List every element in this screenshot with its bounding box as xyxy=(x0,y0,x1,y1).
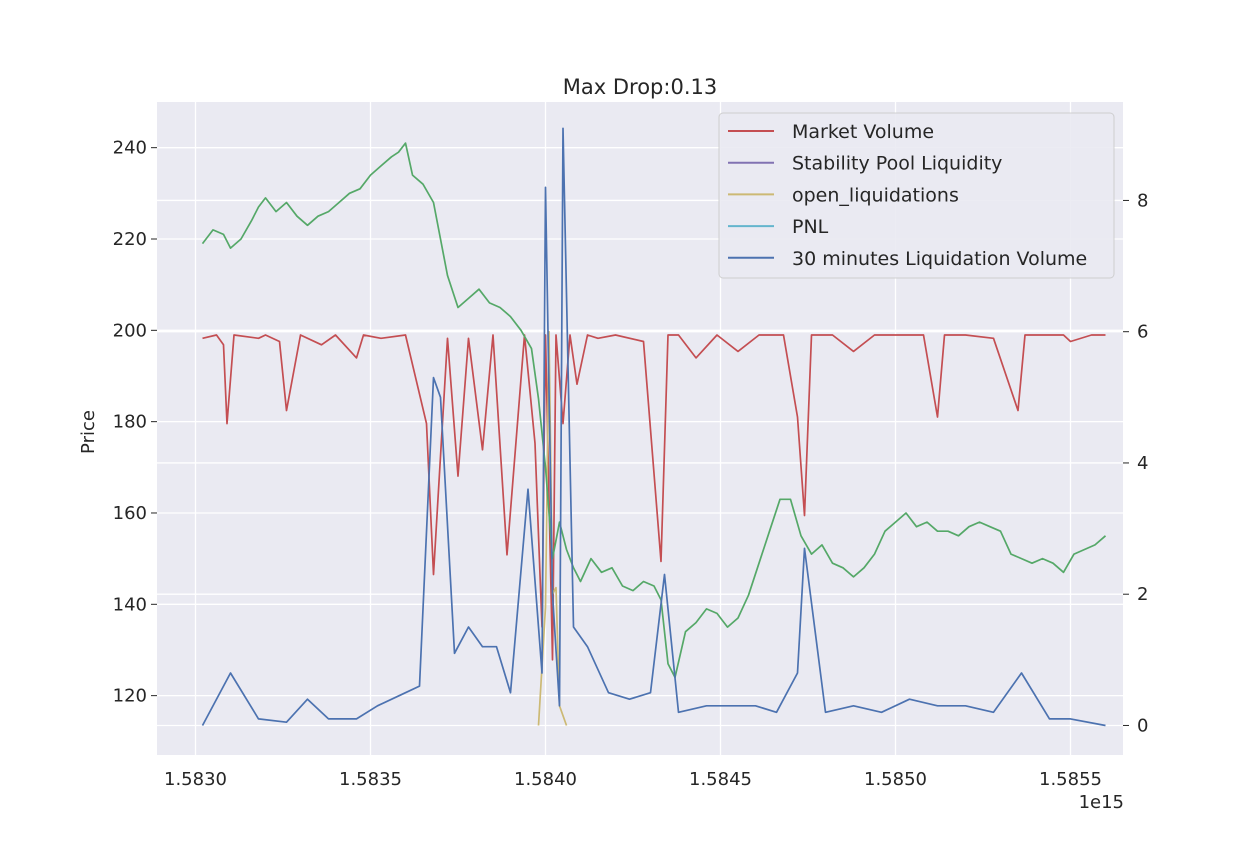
x-tick-label: 1.5855 xyxy=(1039,769,1102,790)
legend-label: Market Volume xyxy=(792,121,934,143)
legend-label: open_liquidations xyxy=(792,184,959,206)
series-line-price xyxy=(201,142,1107,679)
y-left-tick-label: 220 xyxy=(113,229,147,250)
x-tick-label: 1.5830 xyxy=(164,769,227,790)
y-left-tick-label: 180 xyxy=(113,412,147,433)
axes-layer: 1.5830 1.5835 1.5840 1.5845 1.5850 1.5855 120 1… xyxy=(113,138,1149,790)
x-tick-label: 1.5845 xyxy=(689,769,752,790)
y-left-tick-label: 240 xyxy=(113,138,147,159)
chart-title: Max Drop:0.13 xyxy=(563,75,717,99)
y-left-tick-label: 140 xyxy=(113,594,147,615)
x-tick-label: 1.5835 xyxy=(339,769,402,790)
legend-label: Stability Pool Liquidity xyxy=(792,153,1002,175)
y-right-tick-label: 8 xyxy=(1137,190,1148,211)
y-left-tick-label: 160 xyxy=(113,503,147,524)
x-tick-label: 1.5840 xyxy=(514,769,577,790)
y-right-tick-label: 4 xyxy=(1137,453,1148,474)
x-tick-label: 1.5850 xyxy=(864,769,927,790)
y-axis-left-label: Price xyxy=(78,410,99,454)
series-layer xyxy=(201,127,1107,727)
y-left-tick-label: 200 xyxy=(113,320,147,341)
y-left-tick-label: 120 xyxy=(113,686,147,707)
y-right-tick-label: 6 xyxy=(1137,322,1148,343)
y-right-tick-label: 0 xyxy=(1137,715,1148,736)
y-right-tick-label: 2 xyxy=(1137,584,1148,605)
series-line-market-volume xyxy=(202,334,1106,661)
legend-label: 30 minutes Liquidation Volume xyxy=(792,248,1087,270)
legend: Market Volume Stability Pool Liquidity ope… xyxy=(718,112,1115,279)
legend-box xyxy=(718,112,1115,279)
legend-label: PNL xyxy=(792,216,829,238)
series-line-30-minutes-liquidation-volume xyxy=(201,127,1106,727)
x-offset-label: 1e15 xyxy=(1079,792,1124,813)
